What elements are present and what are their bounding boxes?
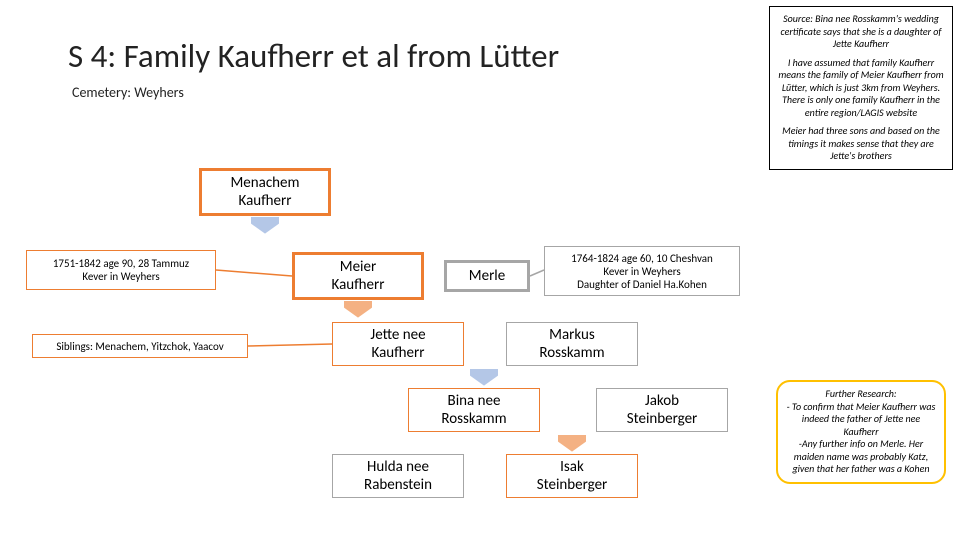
node-merle: Merle: [444, 260, 530, 292]
node-menachem: Menachem Kaufherr: [199, 168, 331, 216]
note-source: Source: Bina nee Rosskamm's wedding cert…: [778, 13, 944, 51]
node-meier: Meier Kaufherr: [292, 252, 424, 300]
page-subtitle: Cemetery: Weyhers: [72, 84, 184, 101]
node-bina: Bina nee Rosskamm: [408, 388, 540, 432]
notes-box: Source: Bina nee Rosskamm's wedding cert…: [769, 6, 953, 170]
note-sons: Meier had three sons and based on the ti…: [778, 125, 944, 163]
callout-meier-info: 1751-1842 age 90, 28 Tammuz Kever in Wey…: [26, 250, 216, 290]
chevron-2: [344, 301, 372, 319]
note-assumption: I have assumed that family Kaufherr mean…: [778, 57, 944, 120]
node-jakob: Jakob Steinberger: [596, 388, 728, 432]
node-hulda: Hulda nee Rabenstein: [332, 454, 464, 498]
chevron-1: [251, 217, 279, 235]
node-isak: Isak Steinberger: [506, 454, 638, 498]
callout-merle-info: 1764-1824 age 60, 10 Cheshvan Kever in W…: [544, 246, 740, 296]
node-markus: Markus Rosskamm: [506, 322, 638, 366]
chevron-3: [470, 369, 498, 387]
page-title: S 4: Family Kaufherr et al from Lütter: [68, 36, 559, 76]
node-jette: Jette nee Kaufherr: [332, 322, 464, 366]
callout-siblings: Siblings: Menachem, Yitzchok, Yaacov: [32, 334, 248, 358]
chevron-4: [558, 435, 586, 453]
research-box: Further Research: - To confirm that Meie…: [776, 380, 946, 484]
research-text: Further Research: - To confirm that Meie…: [787, 387, 936, 475]
